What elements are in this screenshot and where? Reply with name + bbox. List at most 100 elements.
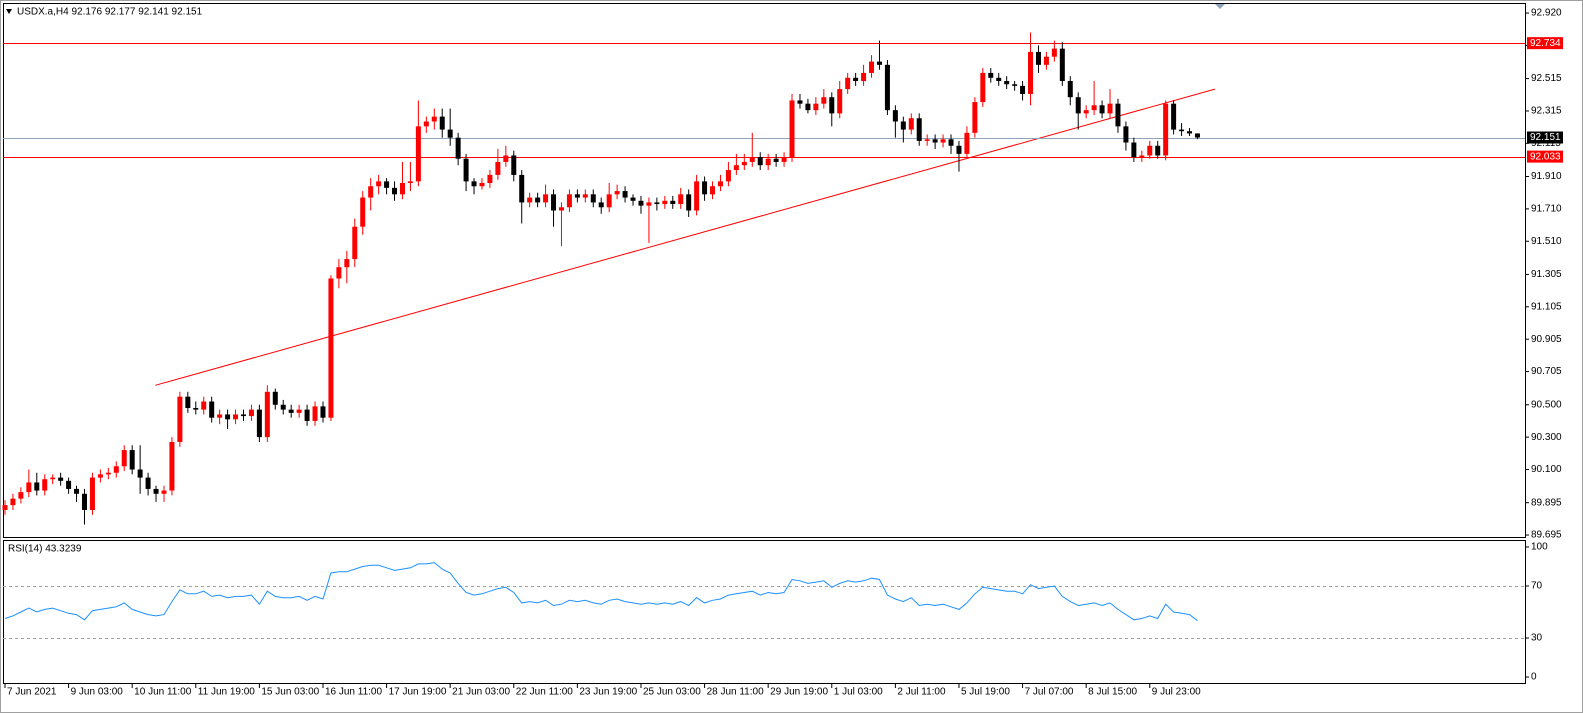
candle-body xyxy=(670,200,676,205)
candle-body xyxy=(757,157,763,166)
candle-body xyxy=(845,77,851,90)
y-tick-label: 90.905 xyxy=(1531,334,1562,345)
candle-body xyxy=(1083,110,1089,114)
candle-body xyxy=(511,155,517,175)
candle-body xyxy=(153,488,159,494)
rsi-y-tick-label: 70 xyxy=(1531,581,1543,592)
candle-body xyxy=(288,409,294,413)
candle-body xyxy=(590,194,596,203)
x-tick-label: 25 Jun 03:00 xyxy=(643,687,701,698)
candle-body xyxy=(352,226,358,260)
candle-body xyxy=(1187,131,1193,134)
candle-body xyxy=(940,139,946,143)
candle-body xyxy=(606,194,612,208)
candle-body xyxy=(105,472,111,475)
y-tick-label: 92.920 xyxy=(1531,8,1562,19)
candle-body xyxy=(1155,145,1161,156)
candle-body xyxy=(415,126,421,182)
x-tick-label: 21 Jun 03:00 xyxy=(452,687,510,698)
candle-body xyxy=(447,129,453,138)
candle-body xyxy=(519,174,525,203)
candle-body xyxy=(320,406,326,418)
candle-body xyxy=(248,409,254,417)
candle-body xyxy=(558,207,564,211)
candle-body xyxy=(996,77,1002,82)
candle-body xyxy=(344,259,350,268)
candle-body xyxy=(805,103,811,111)
candle-body xyxy=(869,61,875,73)
candle-body xyxy=(392,187,398,195)
candle-body xyxy=(749,157,755,162)
y-tick-label: 91.105 xyxy=(1531,301,1562,312)
y-tick-label: 90.705 xyxy=(1531,366,1562,377)
candle-body xyxy=(717,181,723,187)
x-tick-label: 7 Jul 07:00 xyxy=(1025,687,1074,698)
rsi-line xyxy=(4,562,1198,622)
candle-body xyxy=(582,194,588,198)
candle-body xyxy=(256,409,262,438)
candle-body xyxy=(1075,97,1081,114)
candle-body xyxy=(1131,142,1137,158)
candle-body xyxy=(384,181,390,188)
candle-body xyxy=(145,477,151,489)
candle-body xyxy=(884,64,890,111)
candle-body xyxy=(296,409,302,413)
candle-body xyxy=(527,197,533,203)
x-tick-label: 7 Jun 2021 xyxy=(7,687,57,698)
level-label-box xyxy=(1527,150,1563,163)
candle-body xyxy=(129,450,135,470)
x-tick-label: 15 Jun 03:00 xyxy=(261,687,319,698)
candle-body xyxy=(654,202,660,205)
candle-body xyxy=(1004,81,1010,85)
candle-body xyxy=(26,482,32,493)
candle-body xyxy=(797,100,803,104)
candle-body xyxy=(686,194,692,211)
candle-body xyxy=(74,488,80,494)
candle-body xyxy=(741,161,747,166)
candle-body xyxy=(399,182,405,195)
candle-body xyxy=(829,97,835,114)
y-tick-label: 91.510 xyxy=(1531,236,1562,247)
candle-body xyxy=(1043,56,1049,65)
candle-body xyxy=(781,157,787,162)
candle-body xyxy=(407,181,413,183)
candle-body xyxy=(702,181,708,195)
candle-body xyxy=(463,158,469,182)
header: USDX.a,H4 92.176 92.177 92.141 92.151 xyxy=(17,7,203,18)
candle-body xyxy=(66,480,72,489)
candle-body xyxy=(543,194,549,203)
candle-body xyxy=(209,401,215,418)
candle-body xyxy=(598,202,604,208)
candle-body xyxy=(837,89,843,114)
candle-body xyxy=(137,469,143,478)
candle-body xyxy=(638,200,644,206)
y-tick-label: 91.910 xyxy=(1531,171,1562,182)
candle-body xyxy=(10,498,16,506)
candle-body xyxy=(1163,103,1169,156)
candle-body xyxy=(89,477,95,510)
candle-body xyxy=(1051,48,1057,57)
y-tick-label: 89.695 xyxy=(1531,530,1562,541)
y-tick-label: 91.305 xyxy=(1531,269,1562,280)
price-panel xyxy=(3,3,1526,538)
candle-body xyxy=(217,414,223,418)
candle-body xyxy=(121,450,127,467)
candle-body xyxy=(1067,81,1073,98)
x-tick-label: 2 Jul 11:00 xyxy=(897,687,946,698)
candle-body xyxy=(614,191,620,195)
candle-body xyxy=(1179,129,1185,132)
candle-body xyxy=(2,505,8,510)
candle-body xyxy=(821,97,827,104)
candle-body xyxy=(304,409,310,421)
candle-body xyxy=(233,414,239,420)
menu-arrow xyxy=(6,9,12,14)
candle-body xyxy=(1194,133,1200,138)
candle-body xyxy=(50,477,56,480)
candle-body xyxy=(622,191,628,198)
candle-body xyxy=(336,267,342,279)
candle-body xyxy=(471,181,477,187)
candle-body xyxy=(1059,48,1065,82)
level-label: 92.151 xyxy=(1530,132,1561,143)
candle-body xyxy=(81,493,87,510)
candle-body xyxy=(312,406,318,421)
